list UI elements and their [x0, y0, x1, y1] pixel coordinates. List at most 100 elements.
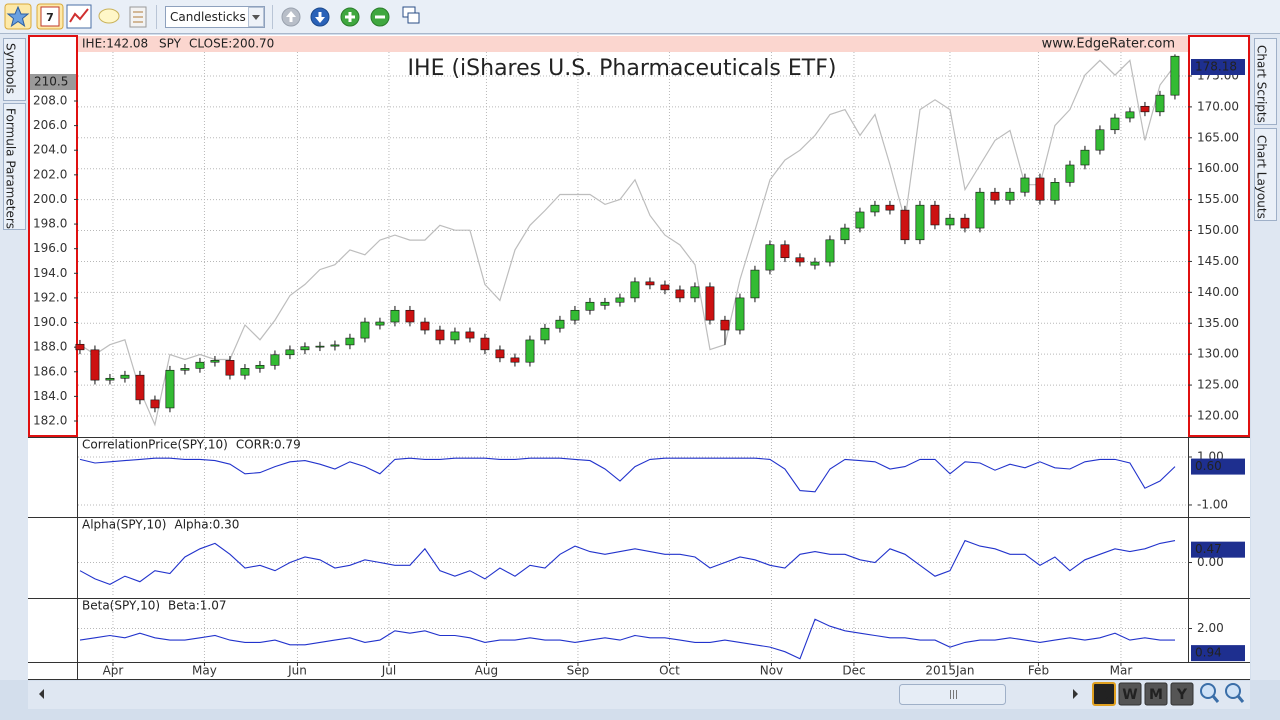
chart-scripts-tab[interactable]: [1254, 38, 1277, 125]
candle-body: [525, 339, 535, 363]
period-button[interactable]: [1092, 682, 1116, 706]
candle-body: [885, 204, 895, 211]
candle-body: [540, 327, 550, 341]
last-value-label: 210.5: [34, 75, 68, 89]
chart-area: [28, 35, 1250, 679]
candle-body: [300, 346, 310, 351]
zoom-handle: [1236, 695, 1245, 703]
x-tick-label: May: [192, 664, 217, 678]
series-label: SPY: [159, 37, 182, 51]
indicator-line: [79, 457, 1176, 493]
candle-body: [390, 309, 400, 323]
y2-tick-label: 155.00: [1197, 192, 1239, 206]
scroll-left-button[interactable]: [39, 689, 44, 699]
chart-layouts-tab[interactable]: [1254, 128, 1277, 221]
candle-body: [315, 345, 325, 348]
y2-tick-label: 160.00: [1197, 161, 1239, 175]
up-arrow-icon: [286, 11, 296, 22]
candle-body: [360, 321, 370, 339]
candle-body: [1065, 164, 1075, 183]
navigation-bar: [28, 681, 1250, 709]
zoom-out-icon[interactable]: [1225, 683, 1241, 699]
y2-tick-label: 125.00: [1197, 378, 1239, 392]
period-button[interactable]: [1118, 682, 1142, 706]
y2-tick-label: 145.00: [1197, 254, 1239, 268]
y-tick-label: 0.00: [1197, 555, 1224, 569]
indicator-value: CORR:0.79: [236, 438, 301, 452]
y2-tick-label: 150.00: [1197, 223, 1239, 237]
candle-body: [465, 331, 475, 339]
candle-body: [225, 360, 235, 376]
last-value-label: 0.47: [1195, 542, 1222, 556]
period-button[interactable]: [1170, 682, 1194, 706]
x-tick-label: Oct: [659, 664, 680, 678]
candle-body: [180, 368, 190, 371]
indicator-line: [79, 618, 1175, 660]
candle-body: [255, 364, 265, 369]
candle-body: [600, 301, 610, 306]
x-tick-label: Dec: [842, 664, 865, 678]
candle-body: [510, 357, 520, 363]
y2-tick-label: 165.00: [1197, 130, 1239, 144]
candle-body: [915, 204, 925, 241]
chart-layouts-tab-label: Chart Layouts: [1255, 135, 1269, 219]
x-tick-label: Jul: [381, 664, 396, 678]
candle-body: [1005, 191, 1015, 201]
candle-body: [615, 297, 625, 303]
candle-body: [375, 321, 385, 326]
scroll-right-button[interactable]: [1073, 689, 1078, 699]
candle-body: [930, 204, 940, 226]
window-icon: [407, 12, 420, 24]
y-tick-label: 184.0: [33, 389, 67, 403]
candle-body: [690, 286, 700, 299]
candle-body: [420, 321, 430, 331]
candle-body: [1155, 94, 1165, 113]
period-button[interactable]: [1144, 682, 1168, 706]
candle-body: [435, 329, 445, 341]
info-label: CLOSE:200.70: [189, 37, 274, 51]
last-value-box: [1191, 458, 1245, 475]
info-label: IHE:142.08: [82, 37, 148, 51]
indicator-title: Beta(SPY,10): [82, 599, 160, 613]
candle-body: [330, 344, 340, 347]
candle-body: [585, 301, 595, 311]
candle-body: [480, 337, 490, 351]
chart-style-dropdown[interactable]: [165, 6, 265, 28]
candle-body: [1140, 105, 1150, 113]
candle-body: [570, 309, 580, 321]
y-tick-label: 2.00: [1197, 621, 1224, 635]
period-button-label: W: [1122, 687, 1137, 703]
candle-body: [1020, 177, 1030, 193]
dropdown-arrow: [252, 15, 260, 20]
candle-body: [780, 244, 790, 259]
last-value-label: 0.60: [1195, 459, 1222, 473]
formula-parameters-tab-label: Formula Parameters: [4, 108, 18, 229]
scroll-thumb[interactable]: [899, 684, 1006, 705]
x-tick-label: Sep: [567, 664, 590, 678]
candle-body: [1170, 55, 1180, 96]
candle-body: [720, 319, 730, 331]
symbols-tab-label: Symbols: [4, 43, 18, 94]
x-tick-label: 2015Jan: [925, 664, 974, 678]
candle-body: [105, 377, 115, 381]
y-tick-label: 196.0: [33, 241, 67, 255]
x-tick-label: Mar: [1110, 664, 1133, 678]
formula-parameters-tab[interactable]: [3, 103, 26, 230]
symbols-tab[interactable]: [3, 38, 26, 101]
y2-tick-label: 140.00: [1197, 285, 1239, 299]
y2-tick-label: 130.00: [1197, 347, 1239, 361]
note-button[interactable]: [98, 8, 120, 24]
candle-body: [660, 284, 670, 291]
x-tick-label: Jun: [287, 664, 307, 678]
candle-body: [1095, 129, 1105, 151]
info-strip: [78, 36, 1188, 52]
down-arrow-icon: [315, 12, 325, 23]
candle-body: [270, 354, 280, 366]
candle-body: [675, 289, 685, 299]
chart-button[interactable]: [66, 4, 92, 29]
x-tick-label: Apr: [103, 664, 124, 678]
candle-body: [345, 337, 355, 346]
zoom-in-icon[interactable]: [1200, 683, 1216, 699]
y-tick-label: 182.0: [33, 413, 67, 427]
